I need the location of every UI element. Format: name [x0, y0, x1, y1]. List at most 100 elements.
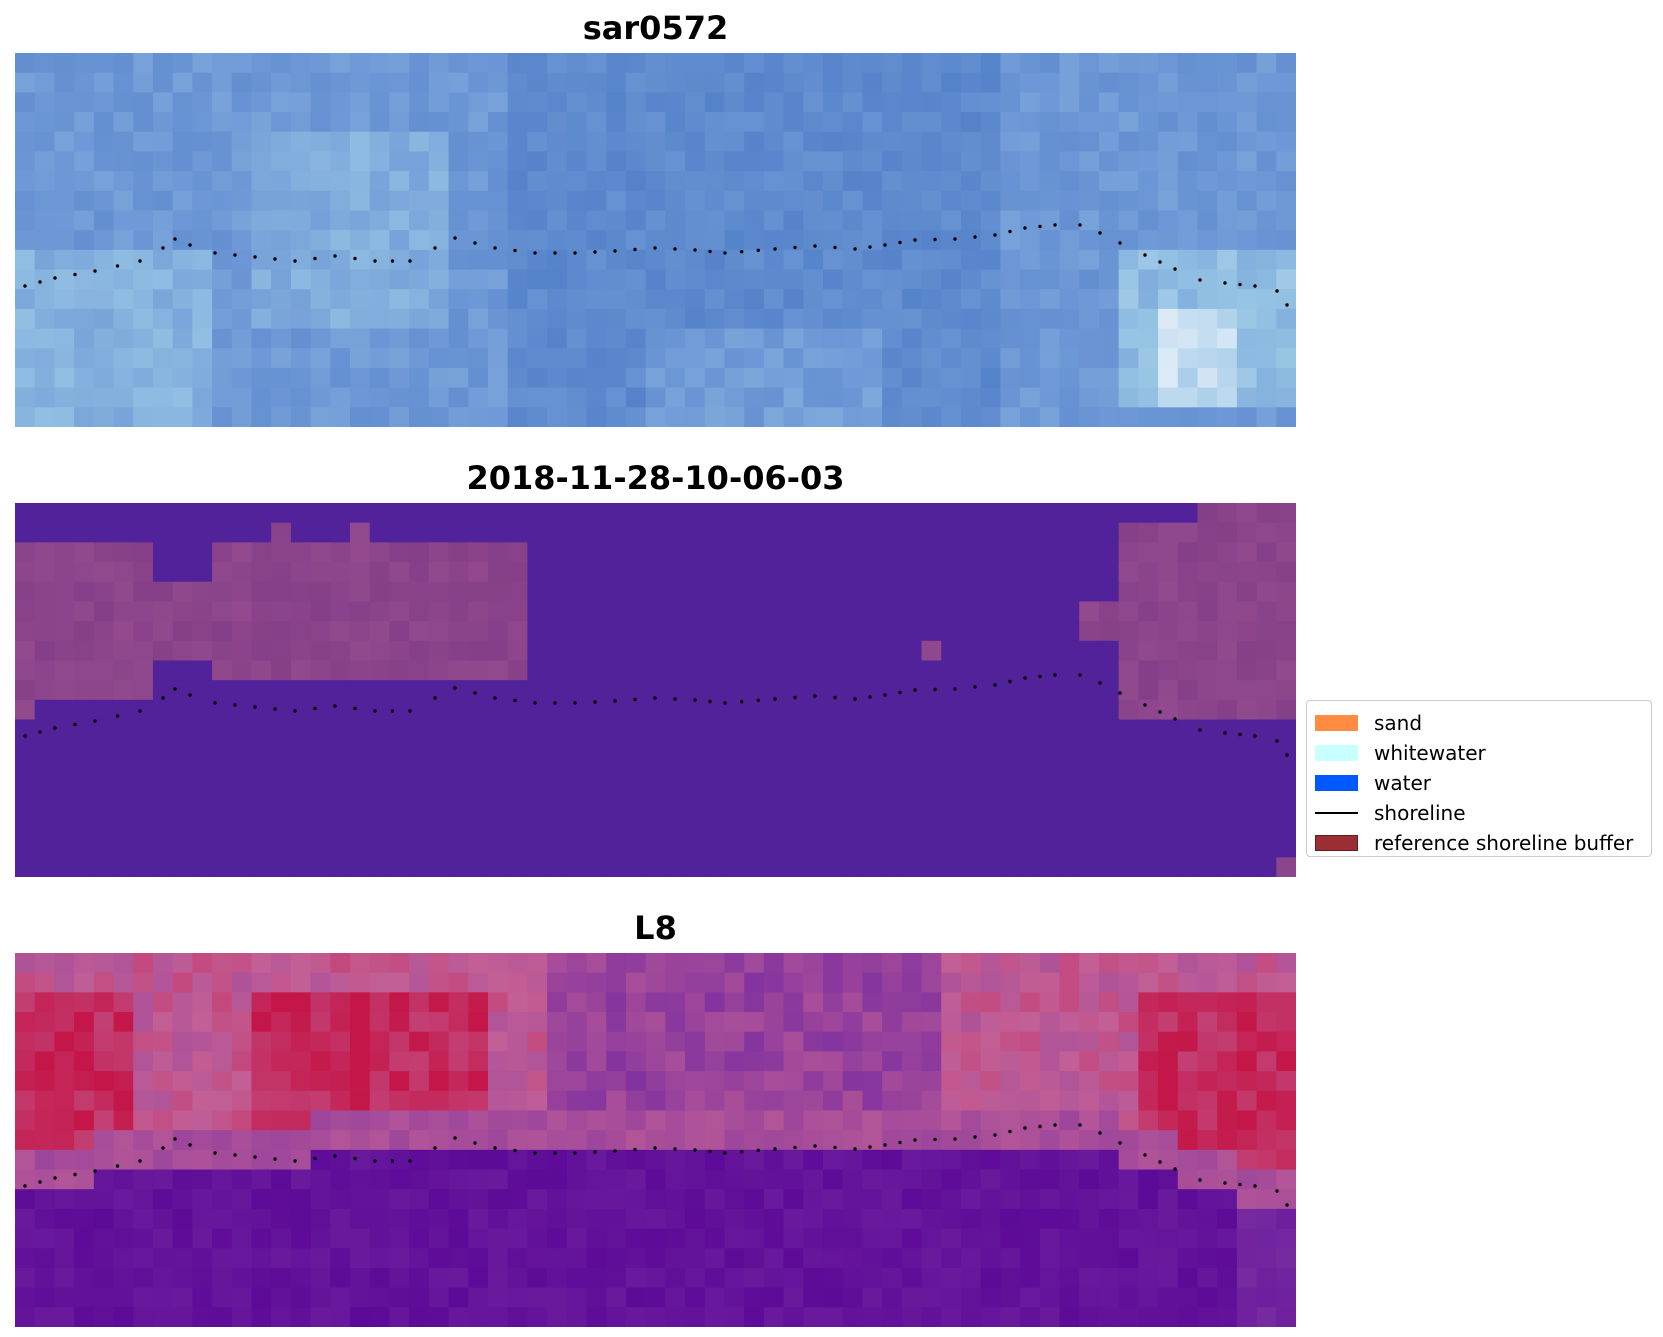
image-pixel	[1197, 190, 1218, 212]
image-pixel	[724, 53, 745, 74]
image-pixel	[625, 190, 647, 212]
image-pixel	[1177, 328, 1199, 349]
image-pixel	[1079, 581, 1100, 603]
image-pixel	[901, 1130, 923, 1151]
image-pixel	[133, 151, 154, 172]
image-pixel	[665, 1031, 686, 1053]
image-pixel	[468, 1267, 489, 1289]
image-pixel	[842, 1149, 864, 1171]
image-pixel	[763, 621, 785, 642]
image-pixel	[704, 1149, 726, 1171]
image-pixel	[192, 562, 213, 583]
image-pixel	[1217, 1169, 1238, 1190]
image-pixel	[1059, 1071, 1080, 1092]
image-pixel	[271, 289, 292, 310]
image-pixel	[941, 1130, 962, 1151]
image-pixel	[941, 210, 962, 231]
image-pixel	[93, 972, 115, 993]
image-pixel	[1079, 367, 1100, 389]
image-pixel	[783, 817, 804, 839]
image-pixel	[941, 719, 962, 740]
image-pixel	[586, 1110, 607, 1131]
image-pixel	[783, 53, 804, 74]
image-pixel	[1000, 972, 1021, 993]
image-pixel	[724, 660, 745, 681]
image-pixel	[93, 680, 115, 701]
image-pixel	[685, 719, 706, 740]
image-pixel	[54, 581, 75, 603]
image-pixel	[1020, 72, 1041, 93]
image-pixel	[566, 542, 588, 563]
rgb-image	[15, 53, 1296, 427]
image-pixel	[74, 1267, 95, 1289]
image-pixel	[1138, 1110, 1159, 1131]
image-pixel	[448, 1012, 469, 1033]
image-pixel	[389, 367, 410, 389]
image-pixel	[212, 53, 233, 74]
image-pixel	[1177, 778, 1199, 799]
image-pixel	[152, 92, 174, 113]
image-pixel	[645, 1051, 666, 1072]
image-pixel	[547, 1208, 568, 1230]
image-pixel	[1177, 1090, 1199, 1112]
image-pixel	[1000, 1307, 1021, 1327]
image-pixel	[1138, 1031, 1159, 1053]
image-pixel	[1138, 190, 1159, 212]
image-pixel	[15, 1110, 36, 1131]
image-pixel	[1039, 112, 1061, 133]
image-pixel	[310, 348, 331, 369]
image-pixel	[15, 92, 36, 113]
image-pixel	[547, 1248, 568, 1269]
image-pixel	[1236, 210, 1258, 231]
image-pixel	[1098, 621, 1120, 642]
image-pixel	[763, 660, 785, 681]
image-pixel	[1276, 739, 1296, 760]
image-pixel	[409, 230, 430, 251]
image-pixel	[645, 1130, 666, 1151]
image-pixel	[428, 151, 450, 172]
image-pixel	[1138, 289, 1159, 310]
image-pixel	[251, 407, 272, 427]
image-pixel	[625, 992, 647, 1013]
image-pixel	[823, 1189, 844, 1210]
image-pixel	[1098, 1248, 1120, 1269]
image-pixel	[113, 719, 134, 740]
image-pixel	[192, 1130, 213, 1151]
image-pixel	[1138, 1130, 1159, 1151]
image-pixel	[507, 249, 528, 271]
image-pixel	[54, 1248, 75, 1269]
image-pixel	[212, 1287, 233, 1308]
image-pixel	[192, 1051, 213, 1072]
image-pixel	[15, 1012, 36, 1033]
image-pixel	[1118, 680, 1139, 701]
image-pixel	[507, 1287, 528, 1308]
image-pixel	[1177, 190, 1199, 212]
image-pixel	[15, 1071, 36, 1092]
image-pixel	[882, 269, 903, 290]
image-pixel	[93, 1090, 115, 1112]
image-pixel	[527, 72, 548, 93]
image-pixel	[409, 660, 430, 681]
image-pixel	[1256, 1307, 1277, 1327]
image-pixel	[547, 1267, 568, 1289]
image-pixel	[231, 269, 253, 290]
image-pixel	[842, 1071, 864, 1092]
image-pixel	[625, 210, 647, 231]
image-pixel	[113, 758, 134, 780]
image-pixel	[93, 817, 115, 839]
image-pixel	[369, 1208, 391, 1230]
image-pixel	[251, 1189, 272, 1210]
image-pixel	[74, 387, 95, 408]
image-pixel	[428, 328, 450, 349]
image-pixel	[1000, 72, 1021, 93]
image-pixel	[1059, 171, 1080, 192]
image-pixel	[763, 972, 785, 993]
shoreline-point	[740, 1150, 744, 1154]
image-pixel	[763, 857, 785, 877]
image-pixel	[1020, 1208, 1041, 1230]
image-pixel	[1236, 817, 1258, 839]
image-pixel	[1158, 817, 1179, 839]
shoreline-point	[953, 1137, 957, 1141]
shoreline-point	[188, 693, 192, 697]
image-pixel	[921, 1287, 942, 1308]
